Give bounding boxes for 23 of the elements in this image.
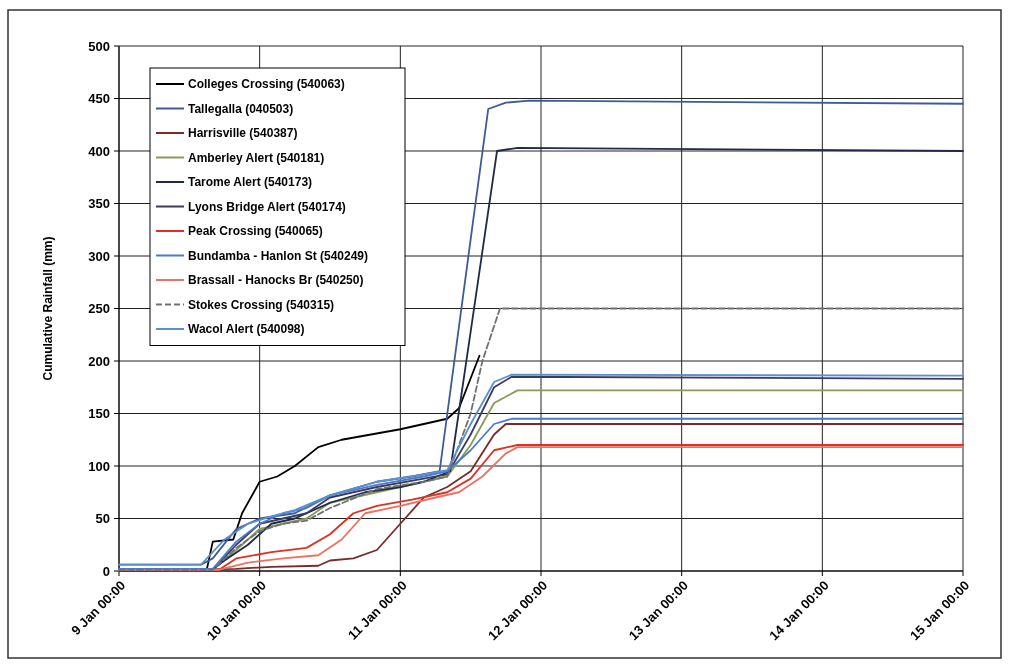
- legend-label: Harrisville (540387): [188, 126, 298, 141]
- y-tick-label: 200: [88, 353, 110, 369]
- legend-label: Peak Crossing (540065): [188, 224, 323, 239]
- legend-label: Colleges Crossing (540063): [188, 77, 345, 92]
- legend-label: Amberley Alert (540181): [188, 150, 325, 165]
- y-tick-label: 0: [102, 563, 110, 579]
- y-tick-label: 250: [88, 301, 110, 317]
- y-axis-title: Cumulative Rainfall (mm): [41, 236, 55, 381]
- legend-label: Stokes Crossing (540315): [188, 297, 335, 312]
- y-tick-label: 50: [95, 511, 110, 527]
- legend-label: Tallegalla (040503): [188, 101, 294, 116]
- legend-label: Brassall - Hanocks Br (540250): [188, 273, 364, 288]
- y-tick-label: 300: [88, 248, 110, 264]
- y-tick-label: 400: [88, 143, 110, 159]
- legend-label: Lyons Bridge Alert (540174): [188, 199, 346, 214]
- legend-label: Wacol Alert (540098): [188, 322, 305, 337]
- y-tick-label: 450: [88, 91, 110, 107]
- y-tick-label: 500: [88, 38, 110, 54]
- y-tick-label: 150: [88, 406, 110, 422]
- y-tick-label: 100: [88, 458, 110, 474]
- y-tick-label: 350: [88, 196, 110, 212]
- legend-label: Tarome Alert (540173): [188, 175, 313, 190]
- legend-label: Bundamba - Hanlon St (540249): [188, 248, 369, 263]
